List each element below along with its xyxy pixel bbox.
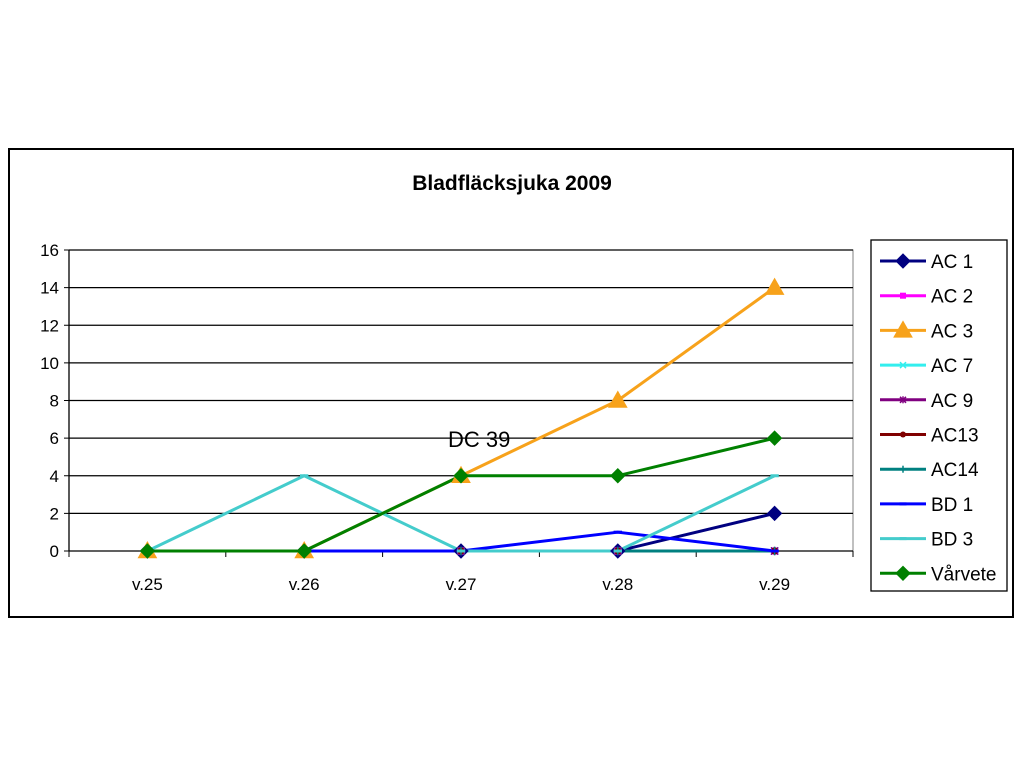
legend-item-ac13: AC13 <box>880 426 979 447</box>
legend-item-ac-7: AC 7 <box>880 356 973 377</box>
chart-frame <box>8 148 1014 618</box>
y-tick-label: 0 <box>50 542 59 561</box>
legend-swatch-marker <box>899 361 907 369</box>
legend-swatch-marker <box>893 320 913 338</box>
data-point-ac-3 <box>607 390 628 408</box>
legend-label: BD 3 <box>931 530 973 551</box>
legend-item-vårvete: Vårvete <box>880 564 996 585</box>
data-point-vårvete <box>610 468 626 484</box>
data-point-ac-3 <box>764 277 785 295</box>
y-tick-label: 4 <box>50 467 59 486</box>
x-axis-ticks: v.25 v.26 v.27 v.28 v.29 <box>68 551 854 594</box>
y-tick-label: 10 <box>40 354 59 373</box>
x-tick-label: v.26 <box>289 575 320 594</box>
y-tick-label: 6 <box>50 429 59 448</box>
chart-title: Bladfläcksjuka 2009 <box>412 172 612 195</box>
legend-box <box>870 239 1008 592</box>
legend-swatch-marker <box>895 565 911 582</box>
legend-item-bd-3: BD 3 <box>880 530 973 551</box>
legend-label: Vårvete <box>931 564 996 585</box>
series-line-vårvete <box>147 436 775 553</box>
legend-label: AC13 <box>931 426 979 447</box>
data-point-ac-1 <box>766 505 783 522</box>
legend-item-ac14: AC14 <box>880 460 979 481</box>
data-point-vårvete <box>766 430 783 446</box>
legend-item-ac-1: AC 1 <box>880 252 973 273</box>
legend-label: AC 1 <box>931 252 973 273</box>
series-lines <box>146 286 776 553</box>
legend-item-bd-1: BD 1 <box>880 495 973 516</box>
data-point-vårvete <box>453 468 469 484</box>
y-tick-label: 12 <box>40 316 59 335</box>
x-tick-label: v.27 <box>446 575 477 594</box>
series-markers <box>137 277 785 559</box>
x-tick-label: v.29 <box>759 575 790 594</box>
data-point-vårvete <box>296 543 312 559</box>
y-tick-label: 14 <box>40 279 59 298</box>
legend-label: AC 2 <box>931 287 973 308</box>
series-line-ac-3 <box>147 286 776 553</box>
plot-grid <box>68 249 854 552</box>
legend-swatch-marker <box>899 396 907 404</box>
legend-label: AC14 <box>931 460 979 481</box>
legend-label: AC 3 <box>931 321 973 342</box>
y-tick-label: 8 <box>50 392 59 411</box>
legend-item-ac-3: AC 3 <box>880 320 973 342</box>
x-tick-label: v.25 <box>132 575 163 594</box>
legend: AC 1 AC 2 AC 3 AC 7 AC 9 AC13 AC14 BD 1 BD 3 Vårv… <box>870 239 1008 592</box>
x-tick-label: v.28 <box>602 575 633 594</box>
legend-label: BD 1 <box>931 495 973 516</box>
legend-swatch-marker <box>895 253 911 269</box>
legend-swatch-marker <box>900 431 906 438</box>
legend-label: AC 9 <box>931 391 973 412</box>
y-axis-ticks: 0 2 4 6 8 10 12 14 16 <box>40 241 69 561</box>
legend-label: AC 7 <box>931 356 973 377</box>
legend-swatch-marker <box>899 465 907 473</box>
y-tick-label: 2 <box>50 504 59 523</box>
annotation-label: DC 39 <box>448 427 510 452</box>
y-tick-label: 16 <box>40 241 59 260</box>
legend-item-ac-9: AC 9 <box>880 391 973 412</box>
legend-item-ac-2: AC 2 <box>880 287 973 308</box>
legend-swatch-marker <box>900 292 906 299</box>
data-point-vårvete <box>139 543 156 559</box>
